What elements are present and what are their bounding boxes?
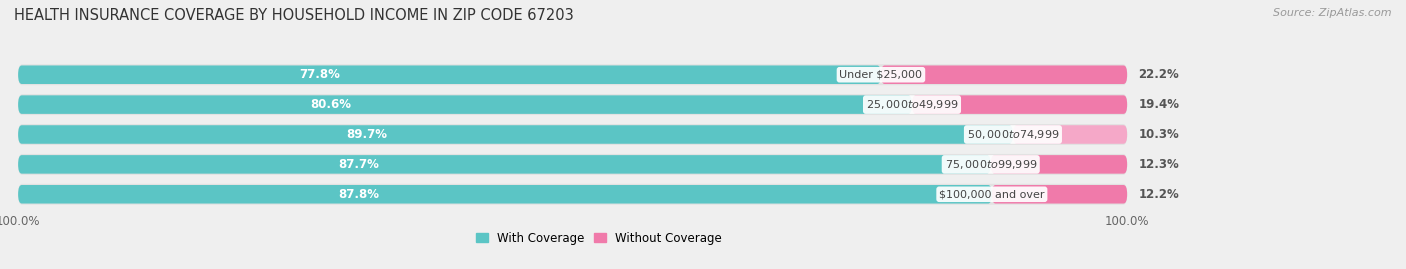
FancyBboxPatch shape xyxy=(18,95,912,114)
FancyBboxPatch shape xyxy=(18,185,991,204)
Text: 19.4%: 19.4% xyxy=(1139,98,1180,111)
FancyBboxPatch shape xyxy=(18,154,1128,175)
FancyBboxPatch shape xyxy=(1012,125,1128,144)
Text: 12.2%: 12.2% xyxy=(1139,188,1180,201)
Text: Under $25,000: Under $25,000 xyxy=(839,70,922,80)
Text: 89.7%: 89.7% xyxy=(346,128,387,141)
Text: HEALTH INSURANCE COVERAGE BY HOUSEHOLD INCOME IN ZIP CODE 67203: HEALTH INSURANCE COVERAGE BY HOUSEHOLD I… xyxy=(14,8,574,23)
Text: $100,000 and over: $100,000 and over xyxy=(939,189,1045,199)
FancyBboxPatch shape xyxy=(18,184,1128,205)
FancyBboxPatch shape xyxy=(991,185,1128,204)
Text: $25,000 to $49,999: $25,000 to $49,999 xyxy=(866,98,959,111)
Legend: With Coverage, Without Coverage: With Coverage, Without Coverage xyxy=(475,232,721,245)
Text: 77.8%: 77.8% xyxy=(299,68,340,81)
Text: 10.3%: 10.3% xyxy=(1139,128,1180,141)
FancyBboxPatch shape xyxy=(882,65,1128,84)
FancyBboxPatch shape xyxy=(18,155,991,174)
Text: 12.3%: 12.3% xyxy=(1139,158,1180,171)
FancyBboxPatch shape xyxy=(912,95,1128,114)
Text: 80.6%: 80.6% xyxy=(311,98,352,111)
Text: 87.8%: 87.8% xyxy=(339,188,380,201)
Text: 87.7%: 87.7% xyxy=(337,158,380,171)
FancyBboxPatch shape xyxy=(18,65,882,84)
Text: 100.0%: 100.0% xyxy=(1105,215,1150,228)
FancyBboxPatch shape xyxy=(18,64,1128,85)
Text: 100.0%: 100.0% xyxy=(0,215,41,228)
FancyBboxPatch shape xyxy=(991,155,1128,174)
Text: Source: ZipAtlas.com: Source: ZipAtlas.com xyxy=(1274,8,1392,18)
Text: 22.2%: 22.2% xyxy=(1139,68,1180,81)
FancyBboxPatch shape xyxy=(18,94,1128,115)
Text: $75,000 to $99,999: $75,000 to $99,999 xyxy=(945,158,1038,171)
FancyBboxPatch shape xyxy=(18,124,1128,145)
Text: $50,000 to $74,999: $50,000 to $74,999 xyxy=(967,128,1059,141)
FancyBboxPatch shape xyxy=(18,125,1012,144)
